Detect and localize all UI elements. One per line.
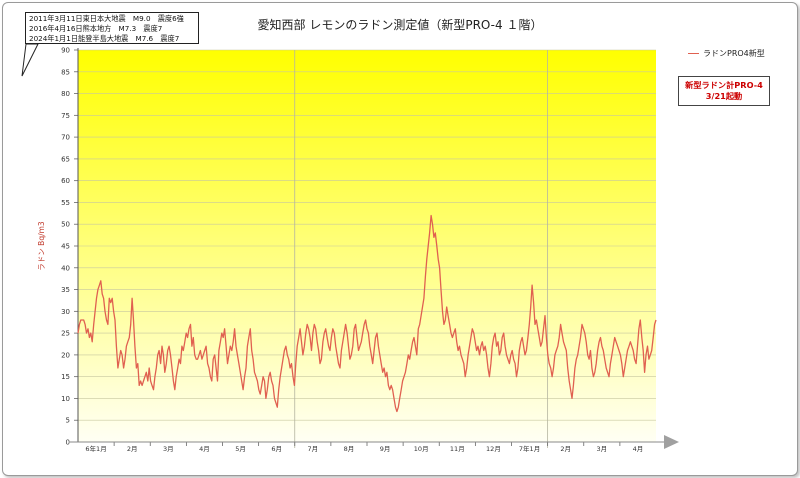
y-tick-label: 15 [61,373,70,381]
x-tick-label: 10月 [414,445,429,453]
gridlines [78,49,656,421]
x-tick-label: 2月 [560,445,571,453]
x-tick-label: 8月 [344,445,355,453]
y-tick-label: 60 [61,177,70,185]
y-tick-label: 20 [61,351,70,359]
legend-swatch [688,52,699,55]
x-tick-label: 7年1月 [519,444,540,453]
callout-pointer [21,43,39,77]
x-tick-label: 7月 [307,445,318,453]
x-tick-label: 2月 [127,445,138,453]
y-tick-label: 0 [66,439,70,447]
y-tick-label: 50 [61,221,70,229]
x-tick-label: 3月 [596,445,607,453]
y-tick-label: 45 [61,243,70,251]
y-tick-label: 85 [61,68,70,76]
x-tick-label: 5月 [235,445,246,453]
y-tick-label: 55 [61,199,70,207]
y-tick-label: 75 [61,112,70,120]
x-axis-ticks: 6年1月 2月 3月 4月 5月 6月 7月 8月 9月 10月 11月 12月 7年1月 2月 3月 4月 [85,442,643,453]
y-tick-label: 5 [66,417,70,425]
y-tick-label: 10 [61,395,70,403]
y-tick-label: 80 [61,90,70,98]
earthquake-line-1: 2011年3月11日東日本大地震 M9.0 震度6強 [29,14,184,23]
x-tick-label: 6年1月 [85,444,106,453]
y-tick-label: 40 [61,264,70,272]
x-tick-label: 12月 [486,445,501,453]
legend: ラドンPRO4新型 [688,48,765,59]
x-tick-label: 3月 [163,445,174,453]
y-tick-label: 65 [61,155,70,163]
y-axis-label: ラドン Bq/m3 [37,221,46,271]
earthquake-info-box: 2011年3月11日東日本大地震 M9.0 震度6強 2016年4月16日熊本地… [25,12,199,44]
y-tick-label: 70 [61,134,70,142]
device-note-box: 新型ラドン計PRO-4 3/21起動 [678,76,770,106]
y-tick-label: 30 [61,308,70,316]
x-tick-label: 9月 [380,445,391,453]
y-tick-label: 90 [61,47,70,55]
chart-title: 愛知西部 レモンのラドン測定値（新型PRO-4 １階） [258,17,543,32]
earthquake-line-3: 2024年1月1日能登半島大地震 M7.6 震度7 [29,34,180,43]
x-tick-label: 4月 [199,445,210,453]
y-tick-label: 25 [61,330,70,338]
y-axis-ticks: 0 5 10 15 20 25 30 35 40 45 50 55 60 65 70 75 80 85 90 [61,47,78,447]
x-tick-label: 4月 [633,445,644,453]
device-note-line-1: 新型ラドン計PRO-4 [685,80,763,90]
y-tick-label: 35 [61,286,70,294]
x-axis-arrow [664,435,679,449]
series-line-radon-pro4 [77,214,657,413]
legend-label: ラドンPRO4新型 [703,49,765,58]
device-note-line-2: 3/21起動 [705,91,743,101]
x-tick-label: 11月 [450,445,465,453]
x-tick-label: 6月 [271,445,282,453]
earthquake-line-2: 2016年4月16日熊本地方 M7.3 震度7 [29,24,163,33]
